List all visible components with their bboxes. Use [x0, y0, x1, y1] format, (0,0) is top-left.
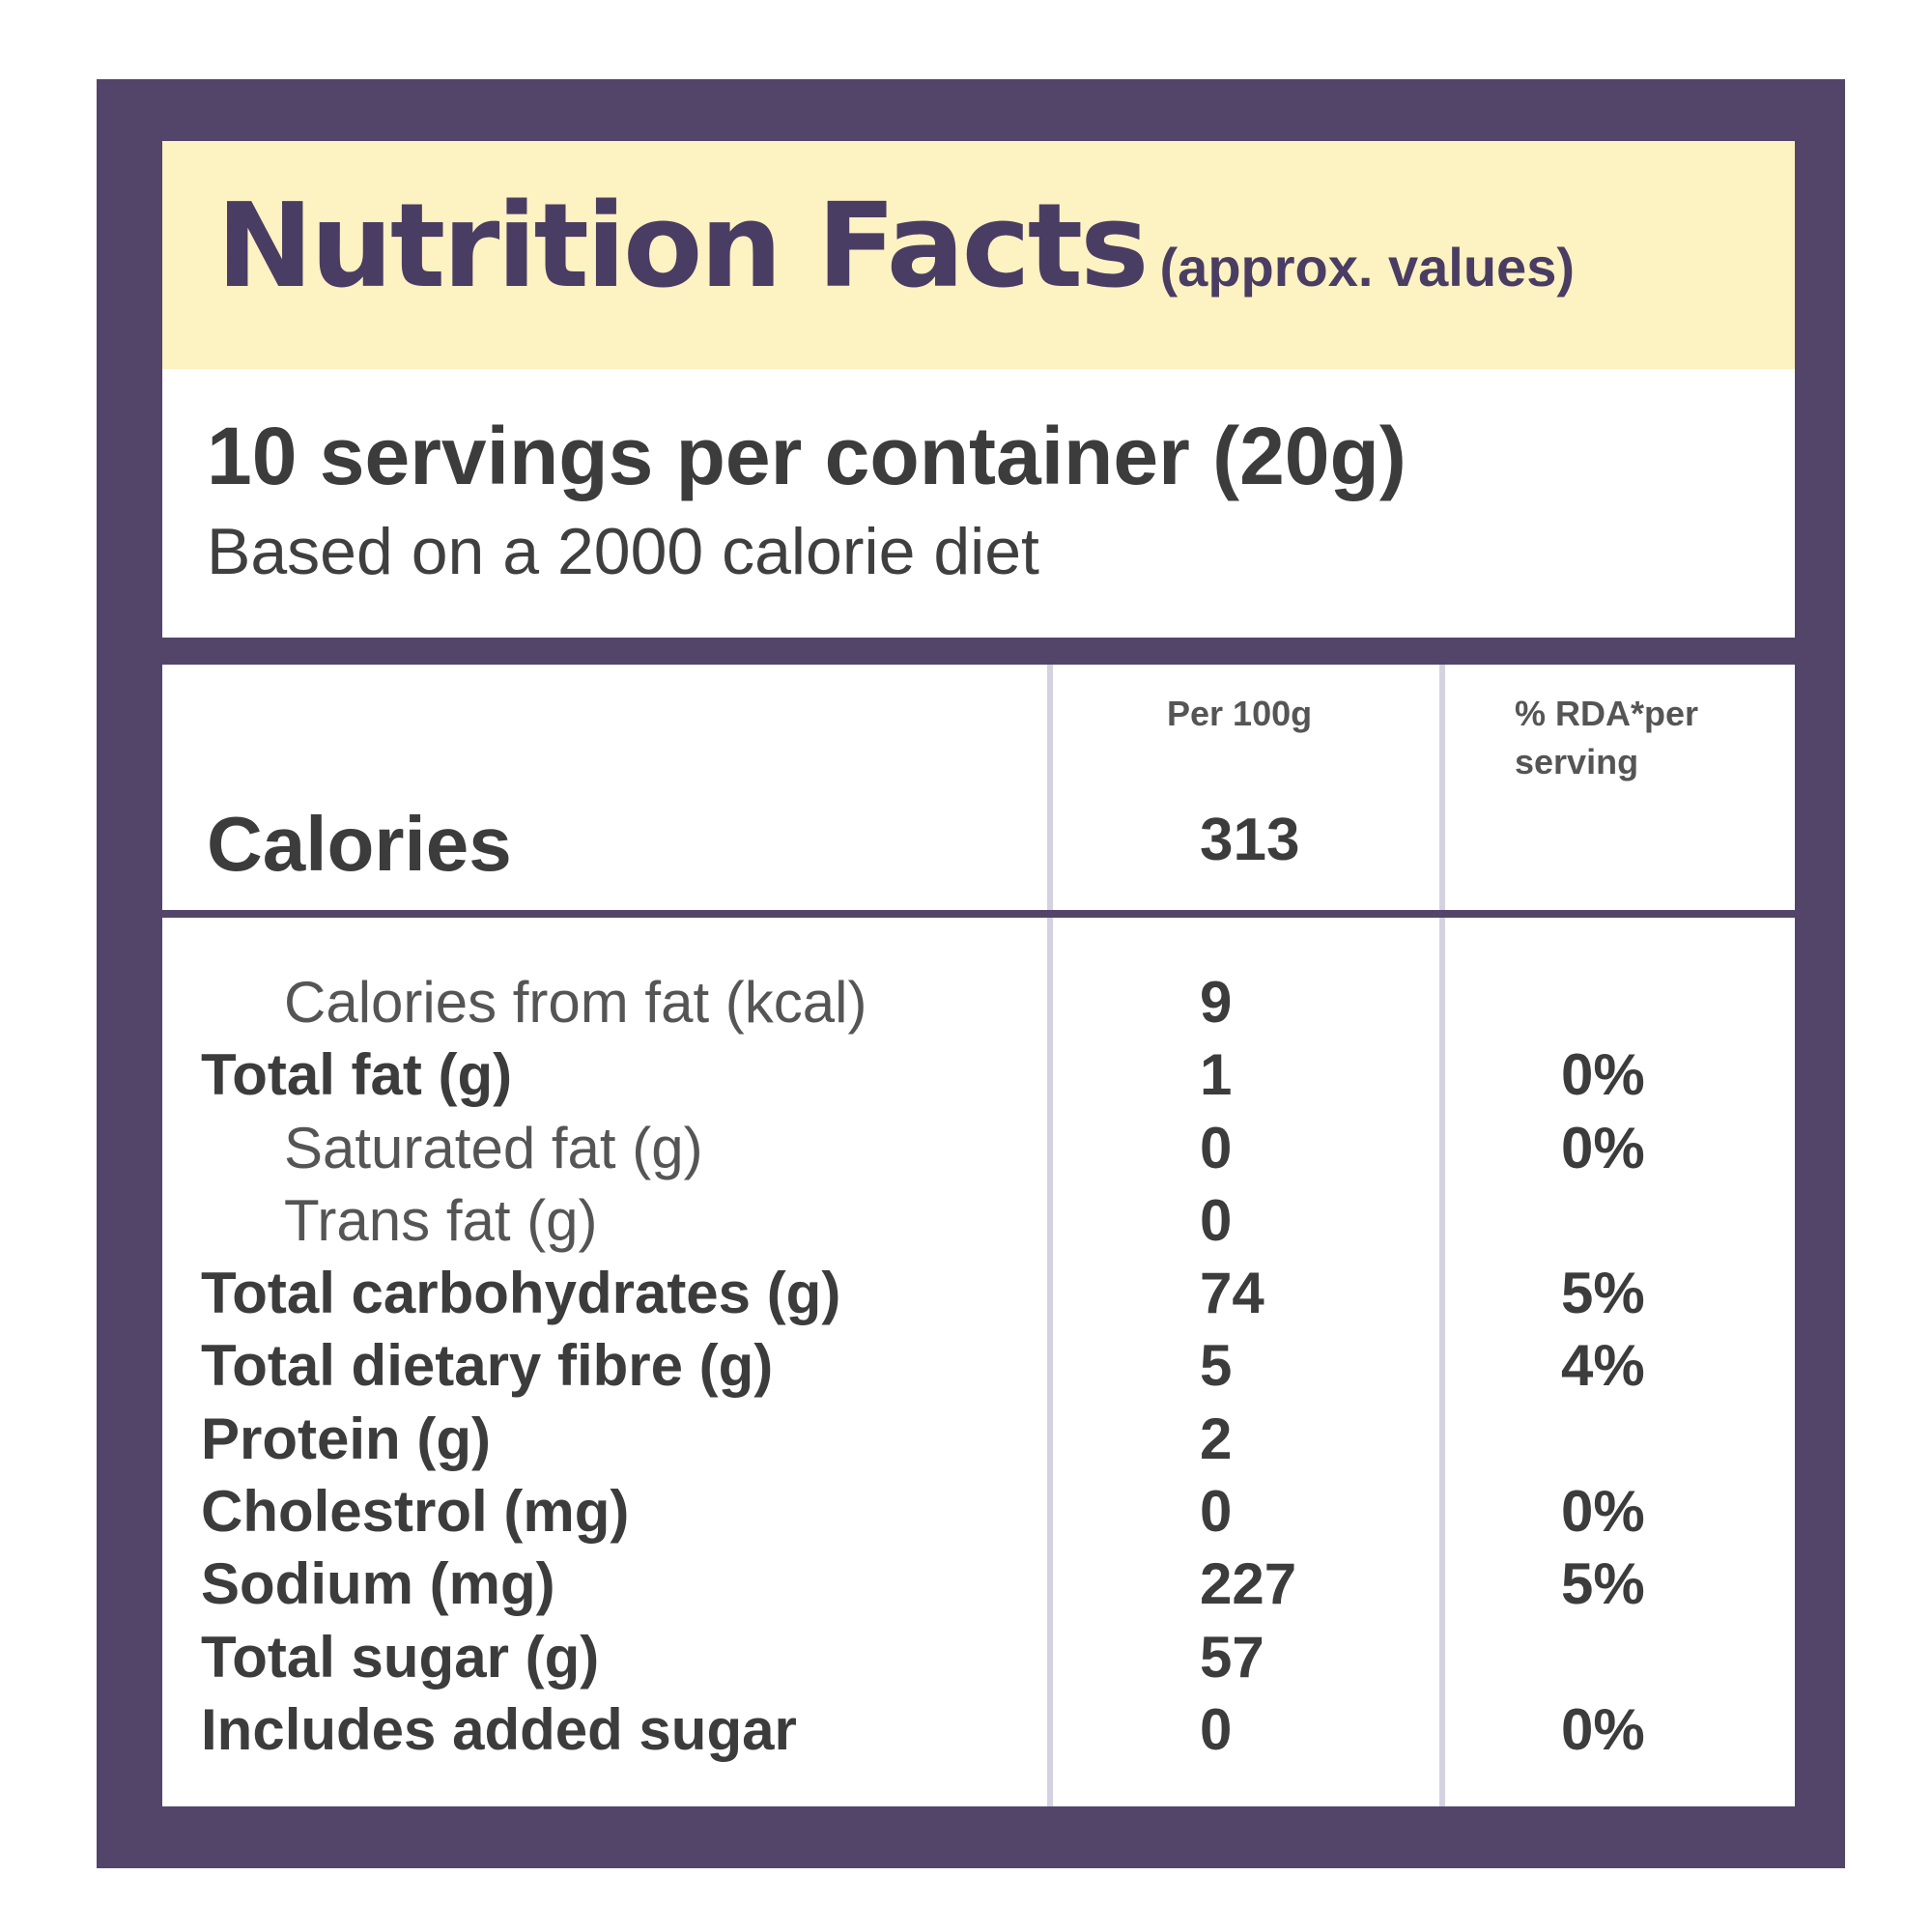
title-subtitle: (approx. values) — [1159, 237, 1575, 298]
nutrient-per-100g: 0 — [1200, 1696, 1233, 1762]
nutrient-per-100g: 0 — [1200, 1479, 1233, 1545]
nutrient-label: Sodium (mg) — [201, 1551, 555, 1617]
nutrient-per-100g: 57 — [1200, 1624, 1264, 1690]
table-row: Trans fat (g) 0 — [162, 1184, 1795, 1257]
table-row: Saturated fat (g) 0 0% — [162, 1112, 1795, 1184]
nutrient-rda: 0% — [1561, 1042, 1645, 1108]
servings-per-container: 10 servings per container (20g) — [207, 411, 1406, 501]
nutrient-rda: 0% — [1561, 1696, 1645, 1762]
nutrient-rda: 0% — [1561, 1115, 1645, 1180]
column-header-rda: % RDA*per serving — [1515, 690, 1698, 786]
title-line: Nutrition Facts (approx. values) — [216, 180, 1575, 314]
nutrient-label: Includes added sugar — [201, 1696, 797, 1762]
nutrient-per-100g: 9 — [1200, 970, 1233, 1035]
nutrient-per-100g: 227 — [1200, 1551, 1297, 1617]
nutrient-label: Total fat (g) — [201, 1042, 513, 1108]
nutrient-label: Total sugar (g) — [201, 1624, 600, 1690]
table-row: Calories from fat (kcal) 9 — [162, 966, 1795, 1038]
nutrient-label: Protein (g) — [201, 1406, 491, 1471]
nutrient-per-100g: 0 — [1200, 1115, 1233, 1180]
nutrient-per-100g: 2 — [1200, 1406, 1233, 1471]
nutrient-per-100g: 1 — [1200, 1042, 1233, 1108]
table-row: Total carbohydrates (g) 74 5% — [162, 1257, 1795, 1329]
nutrient-label: Saturated fat (g) — [284, 1115, 703, 1180]
nutrient-label: Total dietary fibre (g) — [201, 1333, 774, 1399]
diet-basis: Based on a 2000 calorie diet — [207, 515, 1039, 588]
table-row: Includes added sugar 0 0% — [162, 1693, 1795, 1766]
nutrient-label: Cholestrol (mg) — [201, 1479, 630, 1545]
nutrient-label: Total carbohydrates (g) — [201, 1261, 841, 1326]
table-row: Total sugar (g) 57 — [162, 1621, 1795, 1693]
nutrient-per-100g: 0 — [1200, 1187, 1233, 1253]
nutrient-rda: 5% — [1561, 1261, 1645, 1326]
page-title: Nutrition Facts — [216, 180, 1150, 314]
rda-header-line-2: serving — [1515, 742, 1639, 781]
table-row: Sodium (mg) 227 5% — [162, 1548, 1795, 1620]
calories-label: Calories — [207, 801, 512, 887]
nutrient-per-100g: 74 — [1200, 1261, 1264, 1326]
table-row: Protein (g) 2 — [162, 1403, 1795, 1475]
column-header-per-100g: Per 100g — [1167, 694, 1313, 733]
nutrient-per-100g: 5 — [1200, 1333, 1233, 1399]
calories-value: 313 — [1200, 807, 1300, 873]
nutrient-rda: 5% — [1561, 1551, 1645, 1617]
rda-header-line-1: % RDA*per — [1515, 694, 1699, 733]
nutrient-rda: 0% — [1561, 1479, 1645, 1545]
nutrition-panel: Nutrition Facts (approx. values) 10 servi… — [162, 141, 1795, 1806]
column-divider — [1047, 665, 1053, 1806]
column-divider — [1439, 665, 1445, 1806]
calories-divider — [162, 910, 1795, 918]
table-row: Cholestrol (mg) 0 0% — [162, 1475, 1795, 1548]
nutrient-label: Calories from fat (kcal) — [284, 970, 867, 1035]
nutrient-label: Trans fat (g) — [284, 1187, 598, 1253]
table-row: Total dietary fibre (g) 5 4% — [162, 1329, 1795, 1402]
section-divider — [162, 638, 1795, 665]
table-row: Total fat (g) 1 0% — [162, 1038, 1795, 1111]
nutrient-table: Calories from fat (kcal) 9 Total fat (g) 1 0… — [162, 966, 1795, 1766]
nutrient-rda: 4% — [1561, 1333, 1645, 1399]
title-band: Nutrition Facts (approx. values) — [162, 141, 1795, 369]
